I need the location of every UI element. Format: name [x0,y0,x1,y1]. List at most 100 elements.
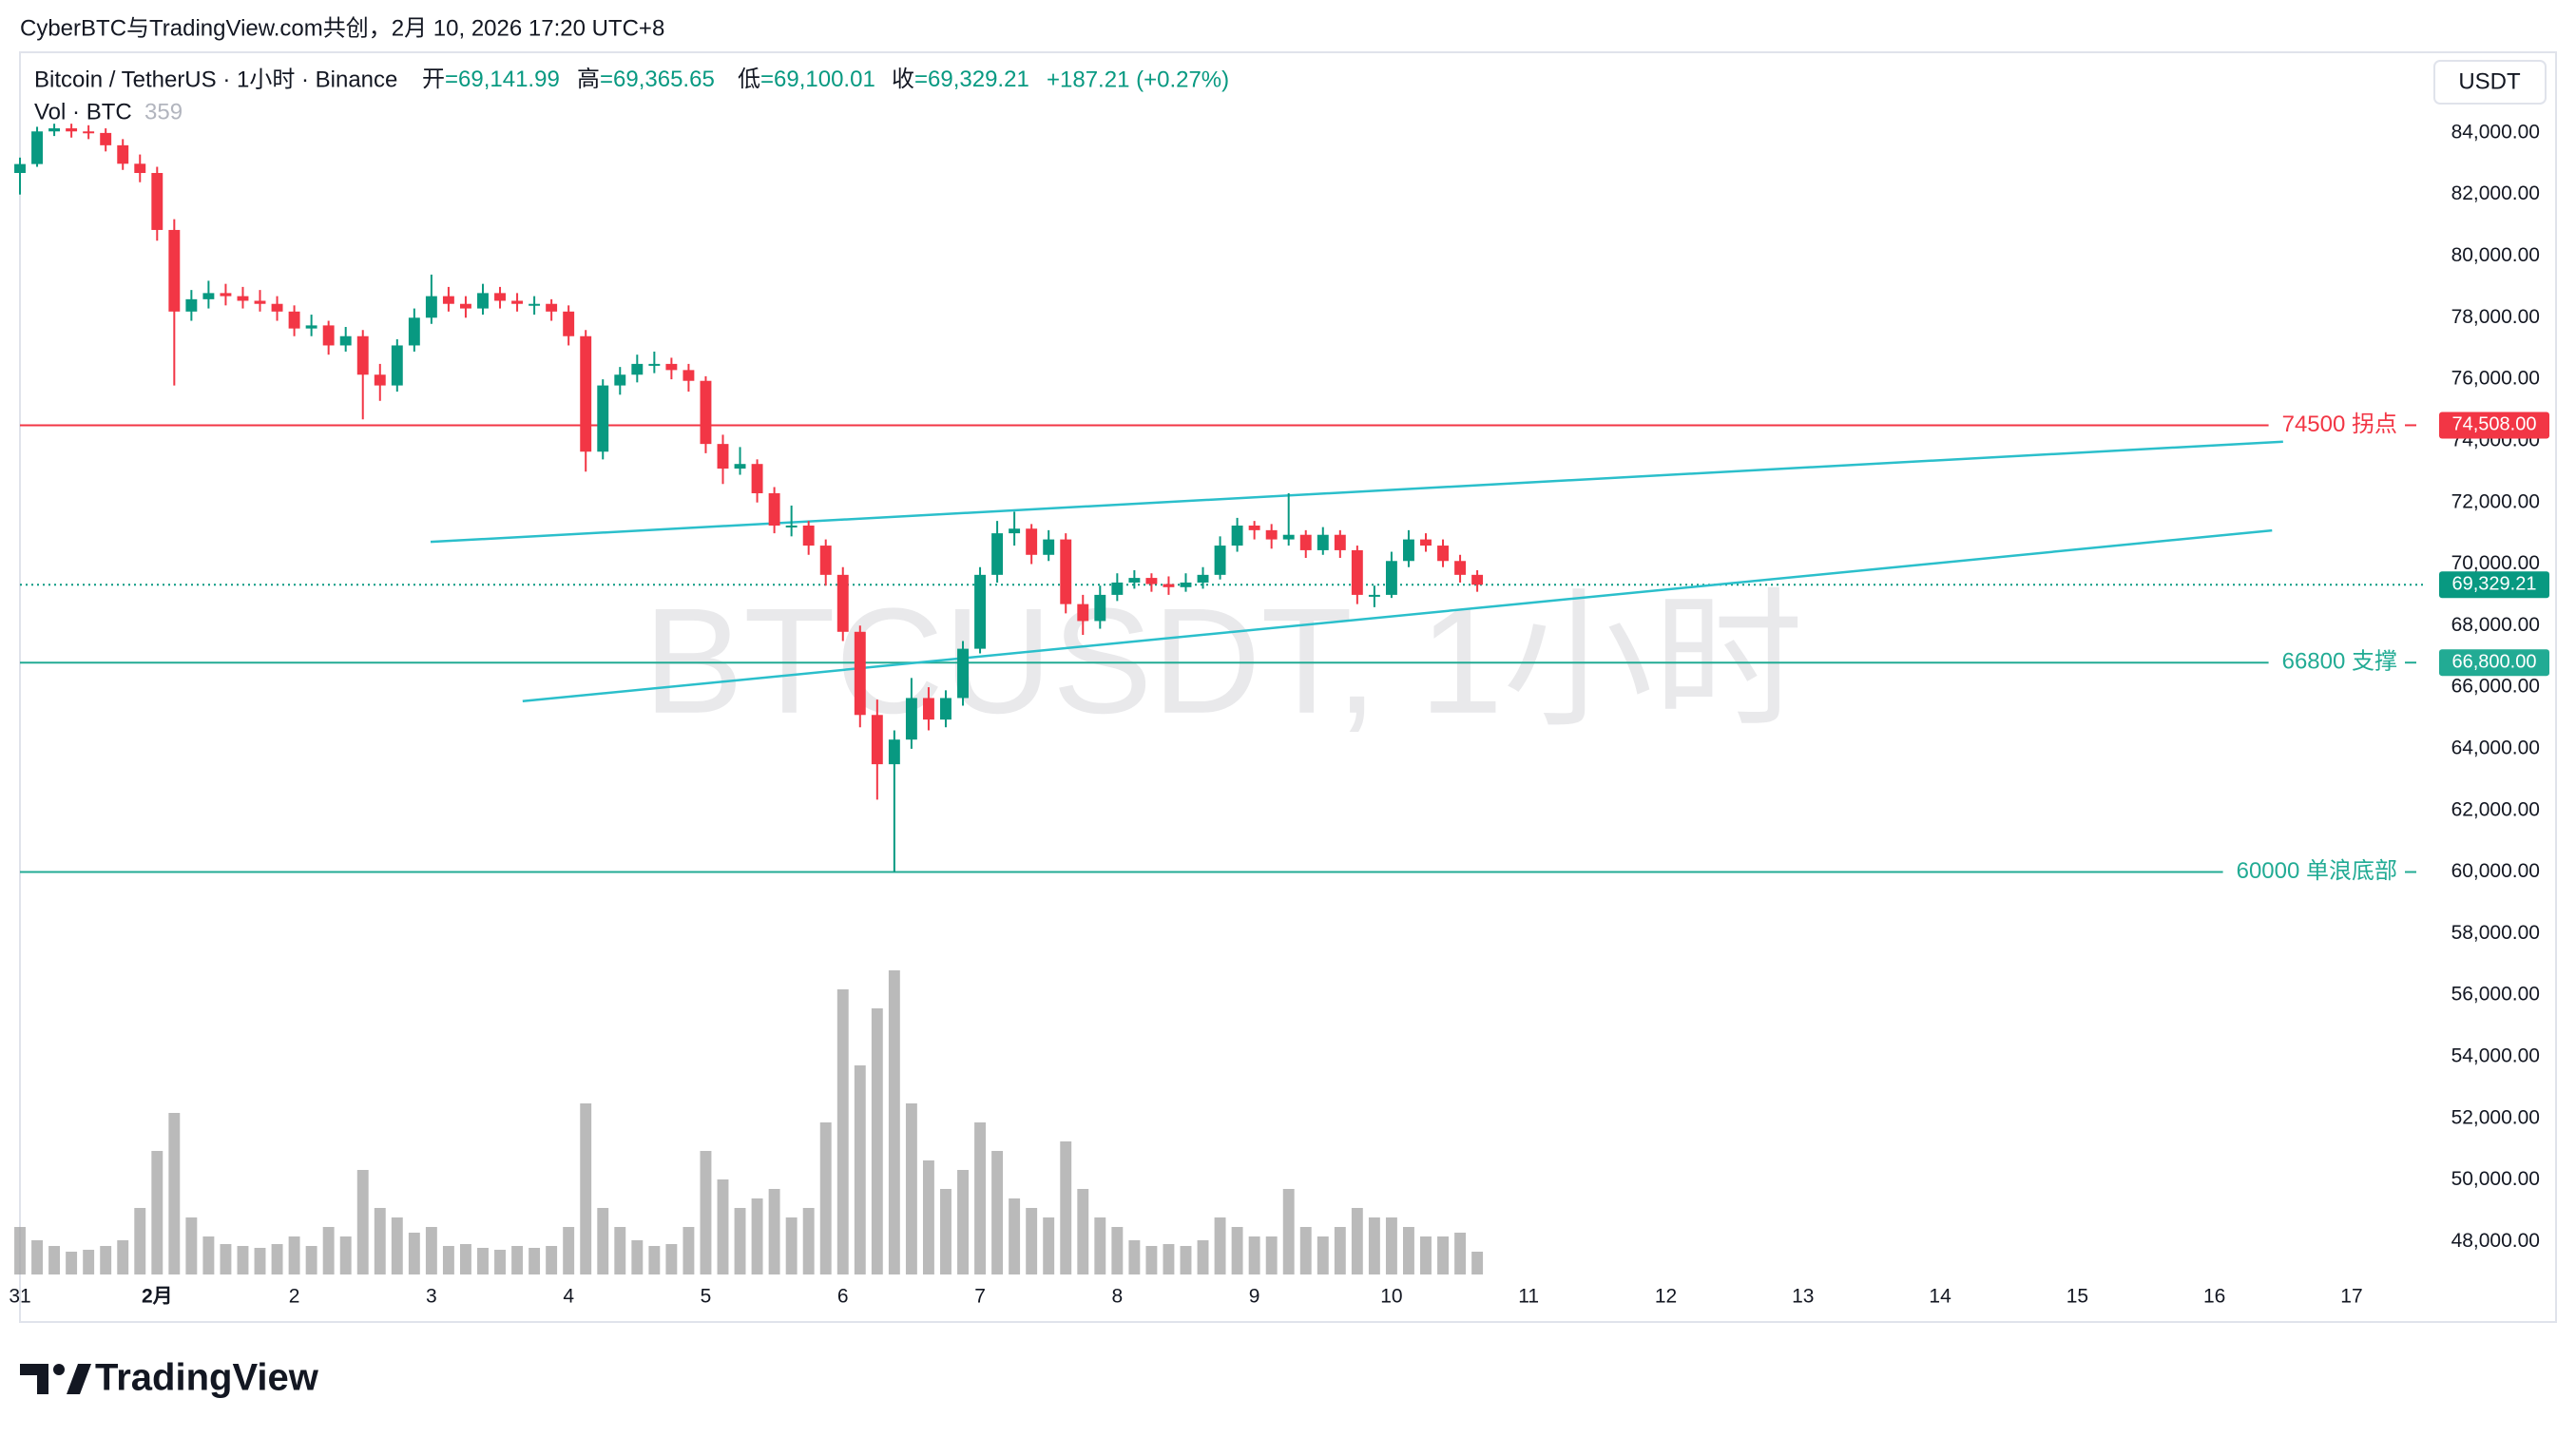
y-tick-label: 52,000.00 [2451,1106,2540,1128]
high-value: =69,365.65 [600,67,715,92]
y-tick-label: 82,000.00 [2451,182,2540,204]
candle-body [1471,574,1484,585]
candle-body [202,293,215,299]
candle-body [254,300,266,304]
volume-bar [83,1250,95,1274]
y-tick-label: 54,000.00 [2451,1044,2540,1066]
candle-body [905,698,917,740]
y-tick-label: 56,000.00 [2451,984,2540,1006]
y-tick-label: 78,000.00 [2451,306,2540,328]
chart-frame [19,51,2557,1323]
candle-body [117,144,129,164]
brand: TradingView [95,1357,319,1399]
x-tick-label: 16 [2203,1286,2225,1308]
volume-bar [648,1246,661,1274]
candle-body [459,303,471,309]
candle-body [83,131,95,134]
candle-body [1334,534,1346,550]
candle-body [14,163,26,174]
x-tick-label: 4 [563,1286,574,1308]
volume-bar [339,1236,352,1274]
candle-body [1026,528,1038,555]
logo-slash [67,1364,91,1394]
volume-bar [1111,1227,1124,1274]
high: 高=69,365.65 [577,67,715,92]
y-tick-label: 64,000.00 [2451,737,2540,758]
candle-body [66,128,78,132]
y-tick-label: 58,000.00 [2451,922,2540,944]
candle-body [751,464,763,493]
volume-bar [237,1246,249,1274]
close: 收=69,329.21 [892,67,1029,92]
volume-bar [459,1244,471,1274]
candle-body [1282,534,1295,540]
volume-bar [1282,1189,1295,1274]
candle-body [734,464,746,469]
low-label: 低 [738,67,760,92]
volume-bar [477,1248,489,1274]
volume-bar [48,1246,61,1274]
candle-body [648,363,661,366]
y-tick-label: 80,000.00 [2451,244,2540,266]
y-tick-label: 62,000.00 [2451,798,2540,820]
volume-bar [408,1233,420,1274]
symbol[interactable]: Bitcoin / TetherUS · 1小时 · Binance [34,67,397,92]
volume-bar [1231,1227,1243,1274]
volume-bar [1009,1198,1021,1274]
volume-bar [957,1170,969,1274]
candle-body [134,163,146,174]
volume-bar [614,1227,626,1274]
x-tick-label: 2 [289,1286,300,1308]
candle-body [529,303,541,306]
candle-body [220,293,232,297]
candle-body [802,526,815,546]
candle-body [1111,582,1124,595]
price-tag-label: 69,329.21 [2452,574,2537,595]
x-tick-label: 11 [1518,1286,1539,1308]
volume-bar [288,1236,300,1274]
volume-bar [425,1227,437,1274]
close-value: =69,329.21 [914,67,1029,92]
x-tick-label: 6 [837,1286,849,1308]
y-tick-label: 66,000.00 [2451,676,2540,698]
volume-bar [854,1065,866,1274]
candle-body [1128,578,1141,583]
volume-bar [768,1189,780,1274]
candle-body [391,345,403,386]
candle-body [1077,604,1089,622]
candle-body [974,574,986,649]
x-tick-label: 13 [1792,1286,1814,1308]
volume-bar [991,1151,1004,1274]
volume-bar [31,1240,43,1274]
candle-body [31,131,43,164]
candle-body [1060,539,1072,604]
candle-body [580,335,592,452]
candle-body [785,526,798,528]
candle-body [477,293,489,309]
candle-body [1009,528,1021,534]
volume-bar [151,1151,163,1274]
y-tick-label: 76,000.00 [2451,368,2540,390]
candle-body [408,317,420,346]
volume-bar [974,1122,986,1274]
candle-body [700,380,712,445]
volume-bar [1385,1217,1397,1274]
low: 低=69,100.01 [738,67,875,92]
volume-bar [802,1208,815,1274]
x-tick-label: 7 [974,1286,986,1308]
logo-dot [53,1364,65,1375]
candle-body [374,374,386,386]
low-value: =69,100.01 [760,67,875,92]
candle-body [1231,526,1243,546]
volume-bar [1077,1189,1089,1274]
trend-line [522,528,2273,703]
volume-bar [442,1246,454,1274]
x-tick-label: 17 [2340,1286,2362,1308]
currency[interactable]: USDT [2458,68,2521,94]
volume-bar [511,1246,524,1274]
currency-button[interactable] [2433,60,2547,105]
candle-body [1351,549,1363,595]
candle-body [665,363,678,371]
candle-body [631,363,644,375]
volume-bar [751,1198,763,1274]
